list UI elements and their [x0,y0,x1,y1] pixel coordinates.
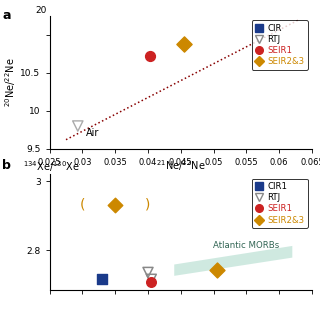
Point [75,124,80,129]
Text: $^{134}$Xe/$^{130}$Xe: $^{134}$Xe/$^{130}$Xe [23,159,80,174]
Text: a: a [2,9,11,22]
Point [214,268,220,273]
Text: $^{21}$Ne/$^{22}$Ne: $^{21}$Ne/$^{22}$Ne [156,158,205,173]
Point [149,277,154,282]
Text: 20: 20 [36,6,47,15]
Point [145,270,150,275]
Legend: CIR, RTJ, SEIR1, SEIR2&3: CIR, RTJ, SEIR1, SEIR2&3 [252,20,308,70]
Point [148,54,153,59]
Text: Atlantic MORBs: Atlantic MORBs [213,241,280,250]
Point [100,277,105,282]
Legend: CIR1, RTJ, SEIR1, SEIR2&3: CIR1, RTJ, SEIR1, SEIR2&3 [252,179,308,228]
Point [113,202,118,207]
Text: Air: Air [86,128,99,138]
Text: ): ) [145,198,150,212]
Polygon shape [174,246,292,276]
Y-axis label: $^{20}$Ne/$^{22}$Ne: $^{20}$Ne/$^{22}$Ne [3,58,18,107]
Point [149,279,154,284]
Point [181,42,187,47]
Text: b: b [2,159,11,172]
Text: (: ( [80,198,86,212]
